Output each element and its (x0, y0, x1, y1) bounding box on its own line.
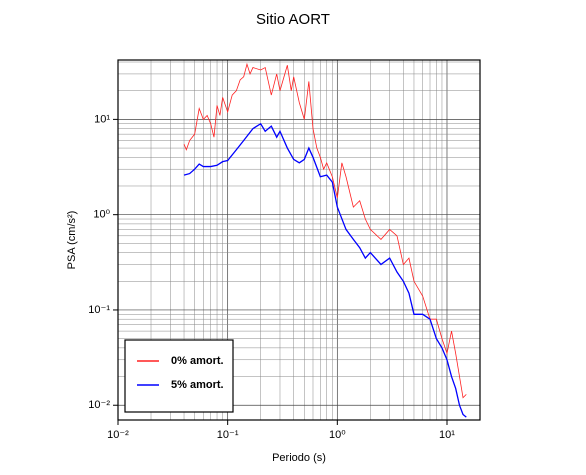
x-tick-label: 10¹ (439, 429, 455, 441)
y-tick-label: 10⁻² (88, 399, 110, 411)
series-line (183, 62, 467, 399)
x-axis-label: Periodo (s) (272, 452, 326, 464)
y-axis-label: PSA (cm/s²) (66, 211, 78, 270)
y-tick-label: 10⁰ (93, 209, 110, 221)
legend-label: 0% amort. (171, 355, 224, 367)
chart-title: Sitio AORT (256, 11, 330, 28)
series-line (183, 122, 467, 418)
x-tick-label: 10⁻² (107, 429, 129, 441)
legend-box (124, 339, 234, 413)
plot-frame (117, 59, 481, 421)
legend-label: 5% amort. (171, 379, 224, 391)
x-tick-label: 10⁰ (329, 429, 346, 441)
x-tick-label: 10⁻¹ (217, 429, 239, 441)
y-tick-label: 10⁻¹ (88, 304, 110, 316)
y-tick-label: 10¹ (94, 113, 110, 125)
